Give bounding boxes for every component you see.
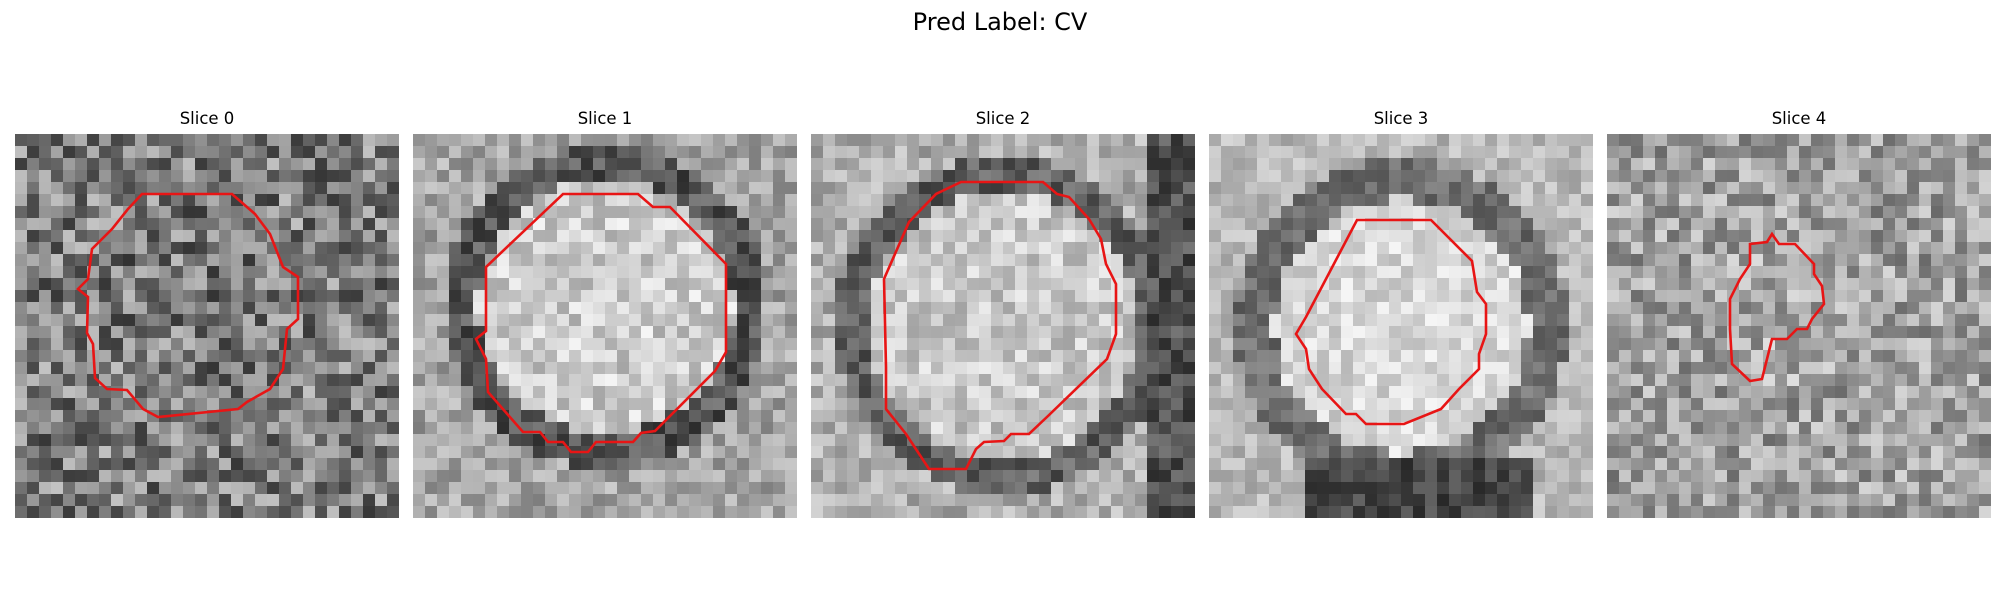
slice-title-3: Slice 3 <box>1373 109 1429 128</box>
segmentation-contour <box>1294 218 1488 426</box>
noise-pixels <box>15 134 399 518</box>
slice-image-4 <box>1607 134 1991 518</box>
slice-panel-1: Slice 1 <box>413 106 797 518</box>
noise-pixels <box>1209 134 1593 518</box>
segmentation-contour <box>882 180 1118 471</box>
slice-image-0 <box>15 134 399 518</box>
slice-panel-0: Slice 0 <box>15 106 399 518</box>
slice-title-4: Slice 4 <box>1771 109 1827 128</box>
segmentation-contour <box>474 192 728 454</box>
slice-title-1: Slice 1 <box>577 109 633 128</box>
slice-panel-2: Slice 2 <box>811 106 1195 518</box>
segmentation-contour <box>1728 231 1826 383</box>
slice-image-2 <box>811 134 1195 518</box>
slice-panel-3: Slice 3 <box>1209 106 1593 518</box>
slice-title-0: Slice 0 <box>179 109 235 128</box>
slice-image-3 <box>1209 134 1593 518</box>
noise-pixels <box>1607 134 1991 518</box>
figure-title: Pred Label: CV <box>912 8 1088 36</box>
noise-pixels <box>413 134 797 518</box>
slice-panel-4: Slice 4 <box>1607 106 1991 518</box>
slice-image-1 <box>413 134 797 518</box>
noise-pixels <box>811 134 1195 518</box>
slice-title-2: Slice 2 <box>975 109 1031 128</box>
segmentation-contour <box>76 192 300 419</box>
